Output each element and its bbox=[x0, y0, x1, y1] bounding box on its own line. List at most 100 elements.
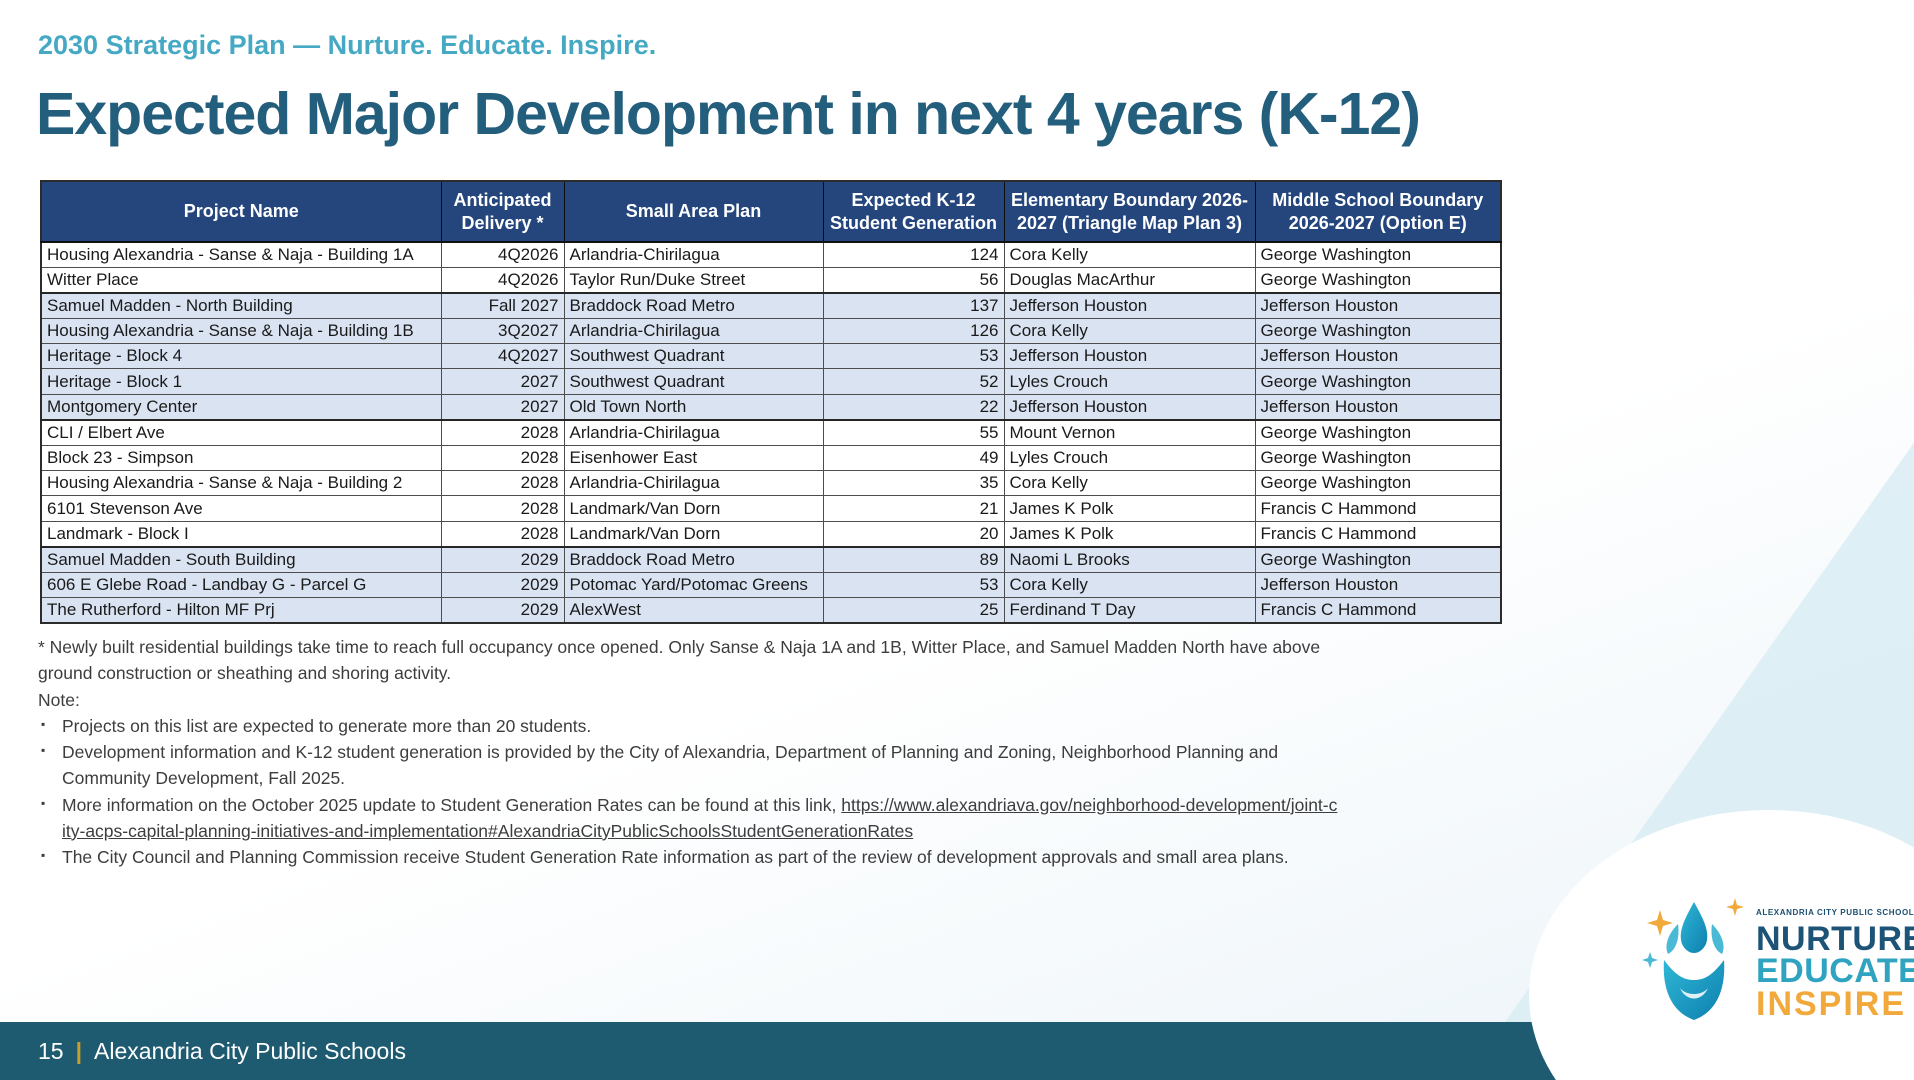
cell-plan: AlexWest bbox=[563, 596, 824, 624]
cell-students: 35 bbox=[822, 470, 1005, 497]
cell-middle: Jefferson Houston bbox=[1254, 343, 1502, 370]
cell-elementary: Cora Kelly bbox=[1003, 571, 1256, 598]
cell-delivery: 4Q2027 bbox=[440, 343, 565, 370]
cell-delivery: 2029 bbox=[440, 596, 565, 624]
cell-students: 22 bbox=[822, 393, 1005, 421]
student-generation-rates-link[interactable]: https://www.alexandriava.gov/neighborhoo… bbox=[62, 794, 1338, 841]
eyebrow-strategic-plan: 2030 Strategic Plan — Nurture. Educate. … bbox=[38, 30, 657, 60]
cell-delivery: 2028 bbox=[440, 418, 565, 446]
cell-elementary: James K Polk bbox=[1003, 520, 1256, 548]
table-row: Housing Alexandria - Sanse & Naja - Buil… bbox=[40, 241, 1502, 268]
table-row: Samuel Madden - South Building 2029 Braddo… bbox=[40, 545, 1502, 573]
cell-plan: Arlandria-Chirilagua bbox=[563, 317, 824, 345]
cell-project: Samuel Madden - North Building bbox=[40, 291, 442, 319]
cell-delivery: 3Q2027 bbox=[440, 317, 565, 345]
table-row: 6101 Stevenson Ave 2028 Landmark/Van Dorn 2… bbox=[40, 495, 1502, 522]
cell-project: Samuel Madden - South Building bbox=[40, 545, 442, 573]
cell-middle: George Washington bbox=[1254, 368, 1502, 395]
page-number: 15 bbox=[38, 1037, 64, 1064]
table-row: Heritage - Block 4 4Q2027 Southwest Quadra… bbox=[40, 343, 1502, 370]
cell-elementary: James K Polk bbox=[1003, 495, 1256, 522]
cell-middle: George Washington bbox=[1254, 241, 1502, 268]
cell-middle: Jefferson Houston bbox=[1254, 291, 1502, 319]
column-header: Expected K-12 Student Generation bbox=[822, 180, 1005, 243]
table-header: Project Name Anticipated Delivery * Small … bbox=[40, 180, 1502, 243]
cell-elementary: Lyles Crouch bbox=[1003, 444, 1256, 472]
cell-students: 20 bbox=[822, 520, 1005, 548]
cell-project: Housing Alexandria - Sanse & Naja - Buil… bbox=[40, 470, 442, 497]
cell-delivery: 2028 bbox=[440, 444, 565, 472]
cell-project: Landmark - Block I bbox=[40, 520, 442, 548]
logo-word-inspire: INSPIRE bbox=[1756, 984, 1907, 1023]
cell-project: Witter Place bbox=[40, 266, 442, 294]
cell-plan: Braddock Road Metro bbox=[563, 545, 824, 573]
cell-middle: George Washington bbox=[1254, 545, 1502, 573]
footer-org-name: Alexandria City Public Schools bbox=[94, 1037, 406, 1064]
cell-delivery: 2027 bbox=[440, 393, 565, 421]
cell-plan: Arlandria-Chirilagua bbox=[563, 470, 824, 497]
column-header: Elementary Boundary 2026- 2027 (Triangle… bbox=[1003, 180, 1256, 243]
cell-students: 25 bbox=[822, 596, 1005, 624]
cell-plan: Old Town North bbox=[563, 393, 824, 421]
table-row: Housing Alexandria - Sanse & Naja - Buil… bbox=[40, 317, 1502, 345]
note-bullet: More information on the October 2025 upd… bbox=[38, 792, 1338, 845]
table-body: Housing Alexandria - Sanse & Naja - Buil… bbox=[40, 241, 1502, 624]
cell-middle: Jefferson Houston bbox=[1254, 393, 1502, 421]
cell-plan: Landmark/Van Dorn bbox=[563, 520, 824, 548]
cell-plan: Taylor Run/Duke Street bbox=[563, 266, 824, 294]
note-label: Note: bbox=[38, 689, 80, 710]
asterisk-note: * Newly built residential buildings take… bbox=[38, 637, 1321, 684]
cell-elementary: Douglas MacArthur bbox=[1003, 266, 1256, 294]
cell-project: 6101 Stevenson Ave bbox=[40, 495, 442, 522]
note-bullet: Development information and K-12 student… bbox=[38, 739, 1338, 792]
cell-students: 124 bbox=[822, 241, 1005, 268]
cell-project: 606 E Glebe Road - Landbay G - Parcel G bbox=[40, 571, 442, 598]
cell-project: Housing Alexandria - Sanse & Naja - Buil… bbox=[40, 317, 442, 345]
cell-elementary: Ferdinand T Day bbox=[1003, 596, 1256, 624]
cell-middle: George Washington bbox=[1254, 444, 1502, 472]
cell-students: 21 bbox=[822, 495, 1005, 522]
cell-plan: Arlandria-Chirilagua bbox=[563, 241, 824, 268]
cell-plan: Arlandria-Chirilagua bbox=[563, 418, 824, 446]
cell-elementary: Jefferson Houston bbox=[1003, 393, 1256, 421]
cell-elementary: Jefferson Houston bbox=[1003, 291, 1256, 319]
cell-plan: Southwest Quadrant bbox=[563, 368, 824, 395]
cell-elementary: Mount Vernon bbox=[1003, 418, 1256, 446]
table-row: The Rutherford - Hilton MF Prj 2029 AlexWe… bbox=[40, 596, 1502, 624]
cell-elementary: Cora Kelly bbox=[1003, 241, 1256, 268]
cell-elementary: Lyles Crouch bbox=[1003, 368, 1256, 395]
table-row: Landmark - Block I 2028 Landmark/Van Dorn 2… bbox=[40, 520, 1502, 548]
table-row: Housing Alexandria - Sanse & Naja - Buil… bbox=[40, 470, 1502, 497]
cell-middle: George Washington bbox=[1254, 418, 1502, 446]
logo-word-educate: EDUCATE bbox=[1756, 952, 1914, 991]
cell-delivery: 2029 bbox=[440, 571, 565, 598]
cell-project: Block 23 - Simpson bbox=[40, 444, 442, 472]
cell-elementary: Jefferson Houston bbox=[1003, 343, 1256, 370]
logo-org-name: ALEXANDRIA CITY PUBLIC SCHOOLS bbox=[1756, 908, 1914, 917]
cell-project: Housing Alexandria - Sanse & Naja - Buil… bbox=[40, 241, 442, 268]
cell-students: 49 bbox=[822, 444, 1005, 472]
cell-plan: Landmark/Van Dorn bbox=[563, 495, 824, 522]
cell-delivery: 4Q2026 bbox=[440, 241, 565, 268]
cell-middle: Francis C Hammond bbox=[1254, 495, 1502, 522]
cell-students: 126 bbox=[822, 317, 1005, 345]
column-header: Small Area Plan bbox=[563, 180, 824, 243]
cell-plan: Eisenhower East bbox=[563, 444, 824, 472]
cell-plan: Braddock Road Metro bbox=[563, 291, 824, 319]
column-header: Middle School Boundary 2026-2027 (Option… bbox=[1254, 180, 1502, 243]
column-header: Anticipated Delivery * bbox=[440, 180, 565, 243]
note-bullet: Projects on this list are expected to ge… bbox=[38, 713, 1338, 739]
cell-students: 52 bbox=[822, 368, 1005, 395]
cell-middle: Jefferson Houston bbox=[1254, 571, 1502, 598]
note-bullet-text: More information on the October 2025 upd… bbox=[62, 794, 842, 815]
column-header: Project Name bbox=[40, 180, 442, 243]
logo-wordmark: ALEXANDRIA CITY PUBLIC SCHOOLS NURTURE E… bbox=[1756, 908, 1914, 1023]
table-row: Witter Place 4Q2026 Taylor Run/Duke Street… bbox=[40, 266, 1502, 294]
table-row: Block 23 - Simpson 2028 Eisenhower East 49 L… bbox=[40, 444, 1502, 472]
cell-project: The Rutherford - Hilton MF Prj bbox=[40, 596, 442, 624]
cell-students: 53 bbox=[822, 343, 1005, 370]
cell-project: Heritage - Block 1 bbox=[40, 368, 442, 395]
cell-students: 53 bbox=[822, 571, 1005, 598]
cell-delivery: 4Q2026 bbox=[440, 266, 565, 294]
